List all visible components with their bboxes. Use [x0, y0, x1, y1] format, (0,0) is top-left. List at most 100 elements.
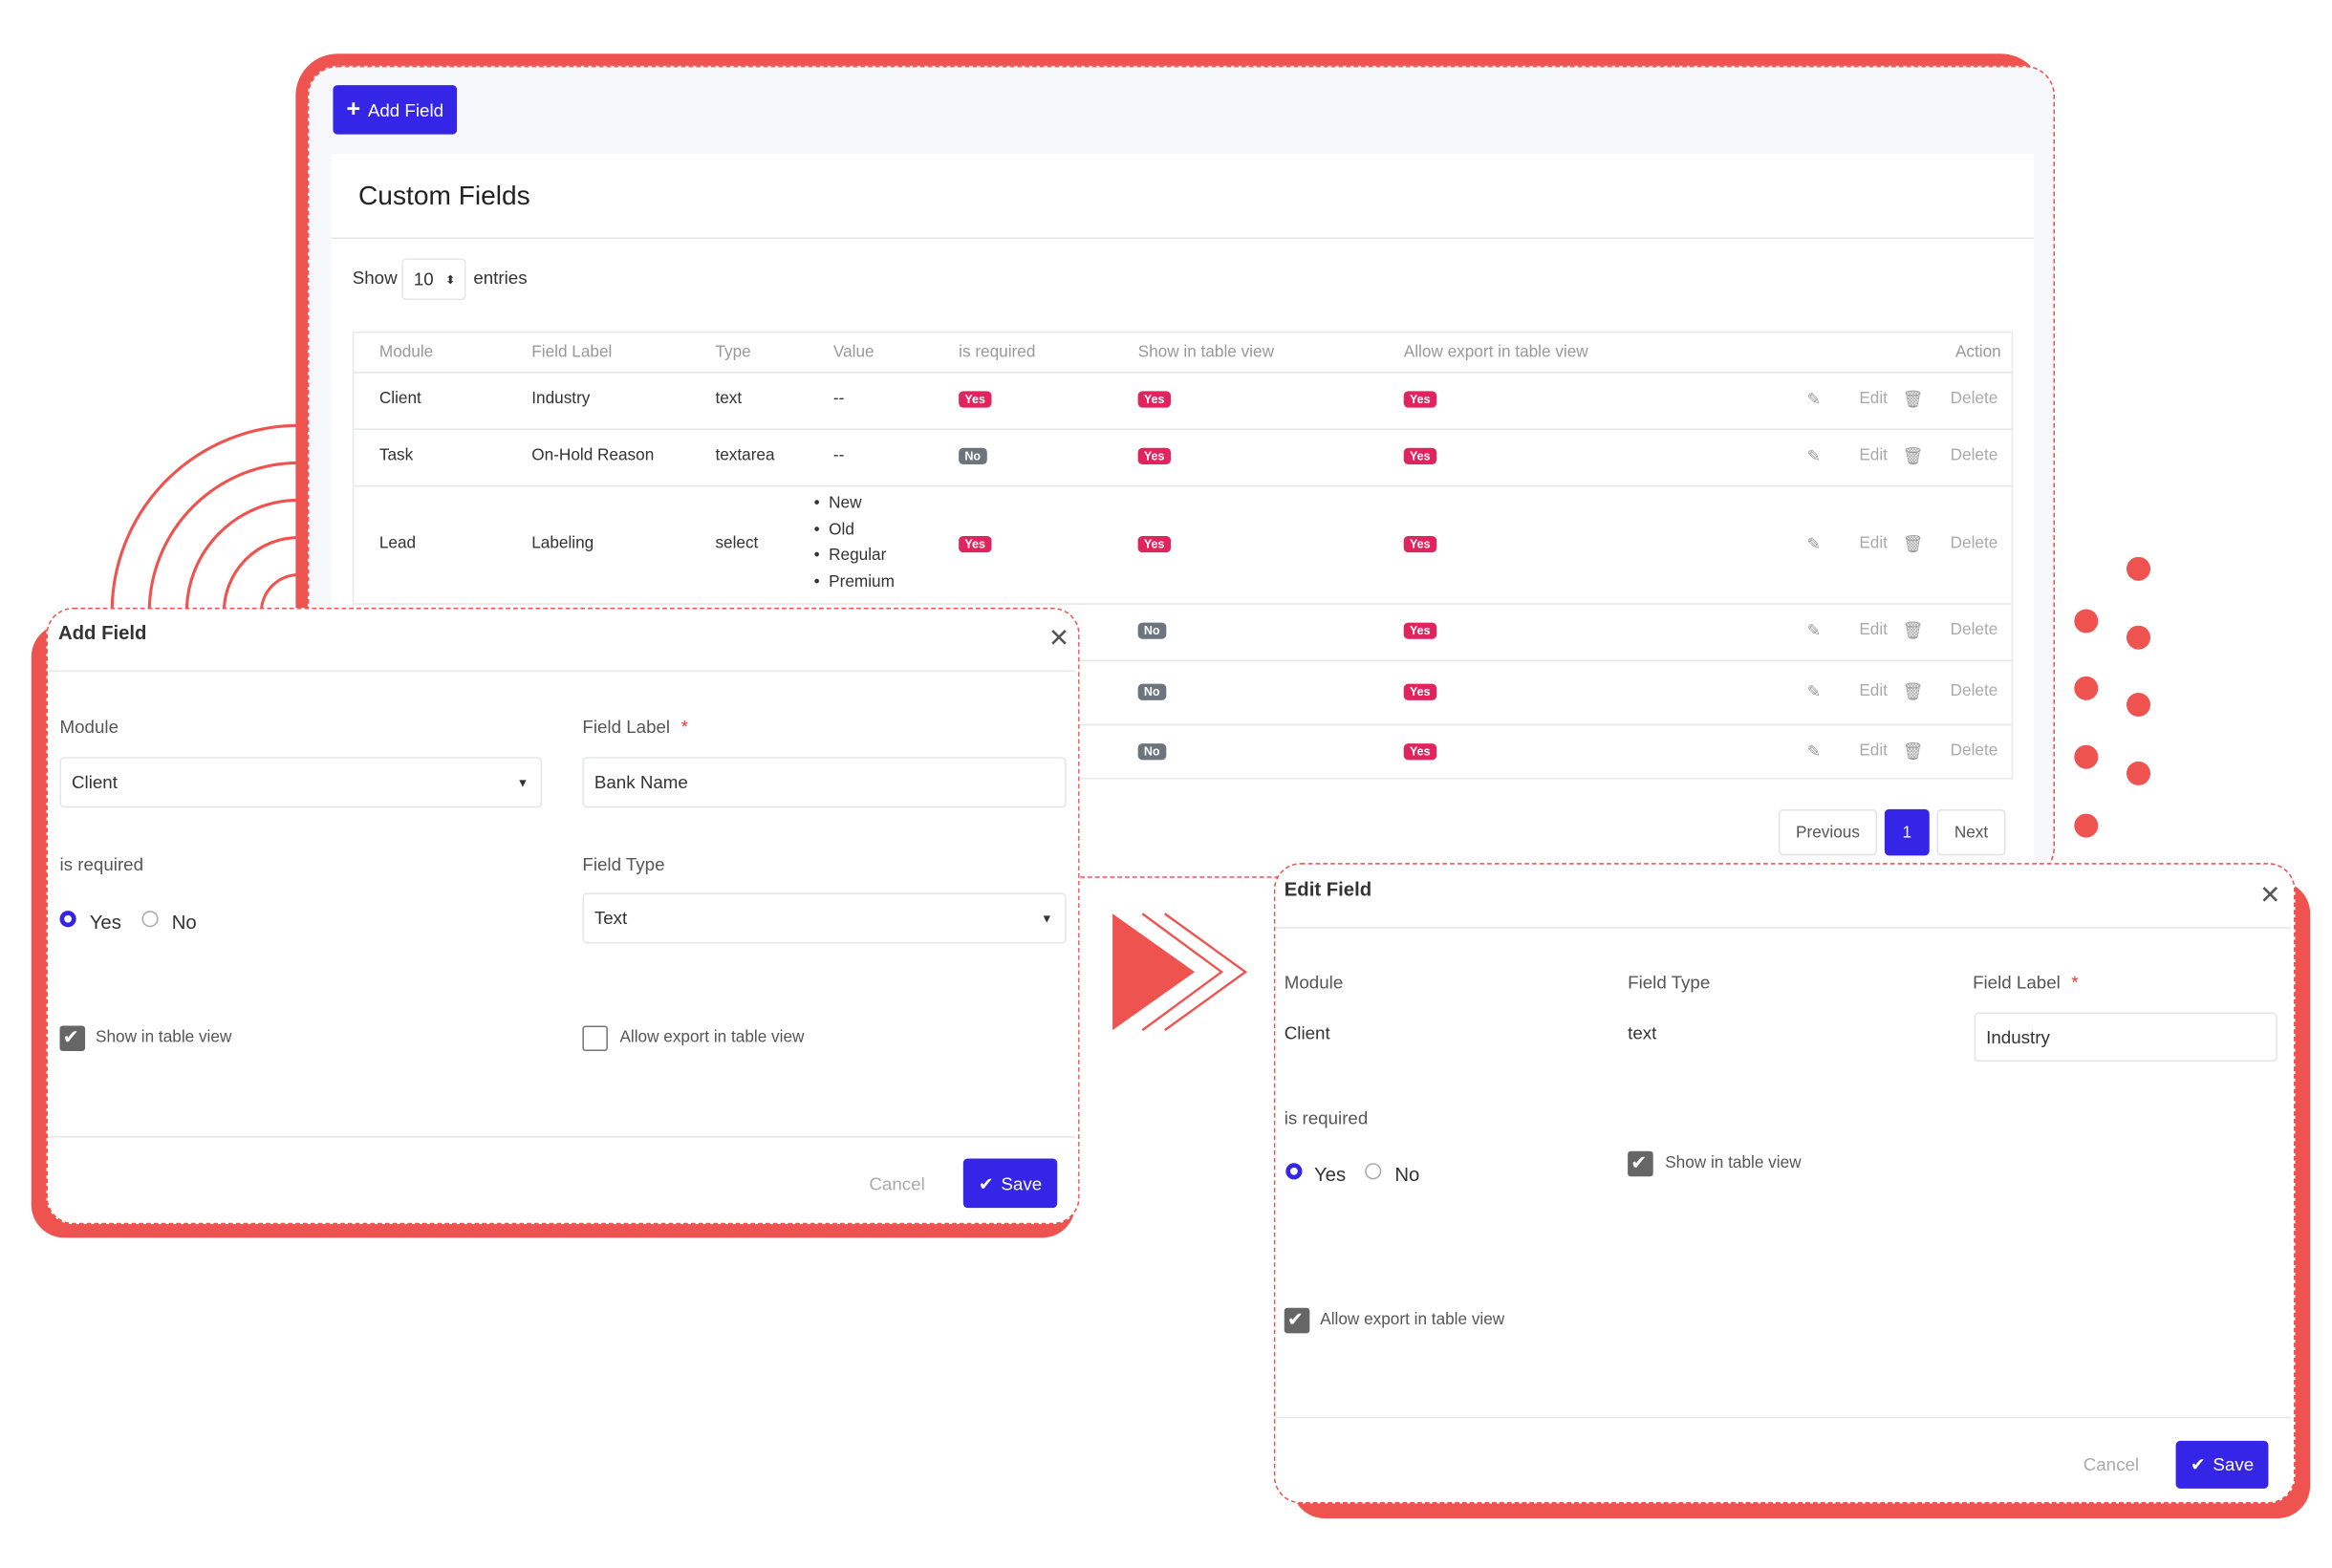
edit-button[interactable]: Edit	[1859, 741, 1888, 761]
radio-no[interactable]	[1365, 1163, 1382, 1180]
column-header: is required	[959, 343, 1036, 362]
edit-button[interactable]: Edit	[1859, 533, 1888, 552]
status-badge: Yes	[959, 535, 992, 552]
radio-yes[interactable]	[59, 911, 76, 928]
arc	[147, 461, 299, 612]
value-text: Premium	[829, 572, 895, 591]
check-mark: ✔	[1630, 1150, 1648, 1174]
column-header: Module	[378, 343, 434, 362]
delete-icon: 🗑	[1902, 391, 1924, 410]
divider	[1275, 1416, 2291, 1419]
page-button[interactable]: 1	[1884, 808, 1930, 856]
close-button[interactable]: ✕	[2259, 880, 2281, 910]
status-badge: No	[959, 447, 987, 464]
required-mark: *	[2071, 972, 2079, 994]
label-input[interactable]: Bank Name	[582, 757, 1067, 808]
delete-button[interactable]: Delete	[1950, 533, 1998, 552]
edit-button[interactable]: Edit	[1859, 446, 1888, 464]
edit-icon: ✎	[1806, 743, 1822, 762]
checkbox-label: Show in table view	[1665, 1153, 1802, 1172]
edit-button[interactable]: Edit	[1859, 389, 1888, 408]
cell: Industry	[531, 389, 591, 408]
row-divider	[354, 659, 2012, 662]
button-text: Add Field	[367, 98, 444, 120]
modal-title: Edit Field	[1284, 877, 1372, 901]
card-title: Custom Fields	[358, 181, 530, 211]
close-button[interactable]: ✕	[1047, 624, 1070, 653]
label-text: Field Label	[582, 717, 671, 738]
checkbox[interactable]: ✔	[1628, 1150, 1653, 1177]
value-item: • Premium	[814, 572, 895, 591]
check-icon: ✔	[2190, 1453, 2206, 1475]
check-mark: ✔	[62, 1025, 79, 1048]
plus-icon: +	[346, 96, 361, 122]
row-divider	[354, 723, 2012, 726]
bullet: •	[813, 572, 830, 591]
checkbox[interactable]: ✔	[1284, 1307, 1310, 1334]
status-badge: Yes	[1403, 682, 1436, 700]
add-field-button[interactable]: + Add Field	[333, 85, 458, 135]
checkbox-label: Allow export in table view	[1320, 1310, 1505, 1329]
input-value: Bank Name	[594, 771, 688, 793]
field-label: is required	[1284, 1107, 1369, 1129]
edit-button[interactable]: Edit	[1859, 621, 1888, 639]
cell: --	[832, 446, 845, 464]
field-label: Module	[59, 717, 119, 738]
save-button[interactable]: ✔ Save	[2175, 1440, 2269, 1489]
arrow	[1112, 913, 1195, 1031]
table: Module Field Label Type Value is required Sho…	[352, 331, 2014, 780]
delete-button[interactable]: Delete	[1950, 389, 1998, 408]
delete-button[interactable]: Delete	[1950, 681, 1998, 700]
label-input[interactable]: Industry	[1974, 1012, 2278, 1062]
bullet: •	[813, 546, 830, 565]
cancel-button[interactable]: Cancel	[2083, 1453, 2140, 1475]
radio-label: No	[171, 911, 197, 934]
entries-value: 10	[413, 268, 434, 290]
status-badge: Yes	[1137, 535, 1171, 552]
arc	[184, 498, 299, 612]
bullet: •	[813, 520, 830, 539]
value-item: • Regular	[814, 547, 887, 565]
cancel-button[interactable]: Cancel	[869, 1173, 925, 1194]
status-badge: No	[1137, 622, 1166, 639]
value-text: New	[829, 494, 862, 512]
type-select[interactable]: Text ▼	[582, 892, 1067, 944]
dot	[2074, 609, 2099, 634]
page-button[interactable]: Previous	[1778, 808, 1878, 856]
divider	[331, 237, 2035, 239]
radio-yes[interactable]	[1285, 1163, 1303, 1180]
checkbox[interactable]: ✔	[59, 1025, 86, 1051]
select-value: Text	[594, 908, 628, 929]
column-header: Action	[1954, 343, 2001, 362]
divider	[1275, 927, 2291, 929]
module-select[interactable]: Client ▼	[59, 757, 543, 808]
edit-icon: ✎	[1806, 391, 1822, 410]
select-value: Client	[72, 771, 118, 793]
field-label: Field Label *	[582, 717, 688, 738]
status-badge: Yes	[1403, 535, 1436, 552]
cell: On-Hold Reason	[531, 446, 655, 464]
edit-icon: ✎	[1806, 622, 1822, 641]
save-button[interactable]: ✔ Save	[962, 1158, 1058, 1209]
label-text: Field Label	[1973, 972, 2061, 994]
cell: Task	[378, 446, 414, 464]
radio-label: Yes	[89, 911, 121, 934]
dot	[2127, 761, 2150, 785]
checkbox[interactable]	[582, 1025, 608, 1051]
entries-select[interactable]: 10 ⬍	[401, 258, 466, 301]
column-header: Type	[715, 343, 751, 362]
delete-button[interactable]: Delete	[1950, 446, 1998, 464]
status-badge: Yes	[959, 391, 992, 408]
field-label: Field Type	[582, 853, 665, 875]
radio-no[interactable]	[141, 911, 159, 928]
dot	[2074, 676, 2099, 700]
chevron	[1164, 913, 1248, 1032]
field-value: text	[1628, 1022, 1657, 1044]
status-badge: Yes	[1137, 447, 1171, 464]
delete-button[interactable]: Delete	[1950, 621, 1998, 639]
page-button[interactable]: Next	[1936, 808, 2006, 856]
radio-label: Yes	[1314, 1163, 1347, 1186]
cell: textarea	[715, 446, 775, 464]
edit-button[interactable]: Edit	[1859, 681, 1888, 700]
delete-button[interactable]: Delete	[1950, 741, 1998, 761]
